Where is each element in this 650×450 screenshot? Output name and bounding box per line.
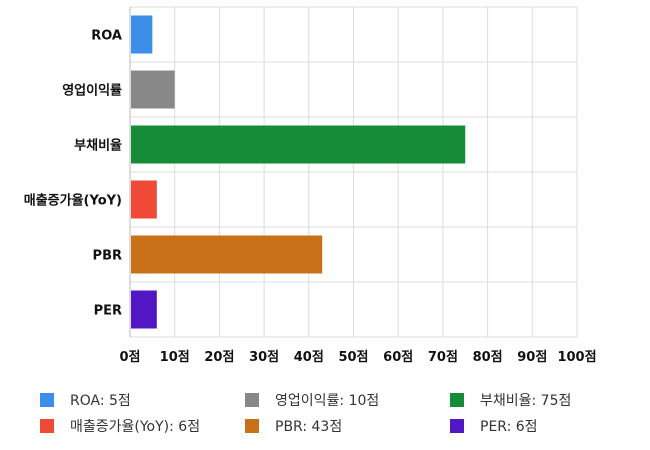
- x-tick-label: 100점: [557, 350, 596, 365]
- y-tick-label: 매출증가율(YoY): [24, 193, 122, 209]
- bar: [131, 180, 157, 219]
- x-axis-labels: 0점 10점 20점 30점 40점 50점 60점 70점 80점 90점 100점: [119, 350, 596, 365]
- legend-swatch: [245, 393, 259, 407]
- legend-label: 영업이익률: 10점: [275, 393, 380, 409]
- legend-item: 영업이익률: 10점: [245, 390, 379, 410]
- bar: [131, 235, 323, 274]
- y-tick-label: 영업이익률: [62, 83, 122, 99]
- legend-swatch: [450, 419, 464, 433]
- legend-swatch: [40, 393, 54, 407]
- bar: [131, 125, 466, 164]
- x-tick-label: 20점: [204, 350, 234, 365]
- x-tick-label: 60점: [383, 350, 413, 365]
- bar: [131, 70, 175, 109]
- x-tick-label: 80점: [473, 350, 503, 365]
- y-tick-label: PBR: [93, 249, 122, 264]
- legend-label: PER: 6점: [480, 419, 538, 435]
- y-tick-label: PER: [94, 304, 122, 319]
- legend-label: 부채비율: 75점: [480, 393, 572, 409]
- legend-swatch: [245, 419, 259, 433]
- y-tick-label: 부채비율: [74, 138, 122, 154]
- bar: [131, 290, 157, 329]
- y-tick-label: ROA: [91, 29, 122, 44]
- x-tick-label: 30점: [249, 350, 279, 365]
- grid: [129, 6, 578, 338]
- legend-item: PER: 6점: [450, 416, 538, 436]
- x-tick-label: 0점: [119, 350, 140, 365]
- x-tick-label: 50점: [338, 350, 368, 365]
- legend-item: 부채비율: 75점: [450, 390, 571, 410]
- x-tick-label: 70점: [428, 350, 458, 365]
- x-tick-label: 90점: [517, 350, 547, 365]
- legend-label: ROA: 5점: [70, 393, 131, 409]
- legend-swatch: [40, 419, 54, 433]
- bar: [131, 15, 153, 54]
- x-tick-label: 10점: [160, 350, 190, 365]
- legend-item: 매출증가율(YoY): 6점: [40, 416, 200, 436]
- legend-swatch: [450, 393, 464, 407]
- legend-item: ROA: 5점: [40, 390, 131, 410]
- legend-label: PBR: 43점: [275, 419, 343, 435]
- legend-label: 매출증가율(YoY): 6점: [70, 419, 201, 435]
- legend-item: PBR: 43점: [245, 416, 342, 436]
- bars: [131, 15, 466, 329]
- x-tick-label: 40점: [294, 350, 324, 365]
